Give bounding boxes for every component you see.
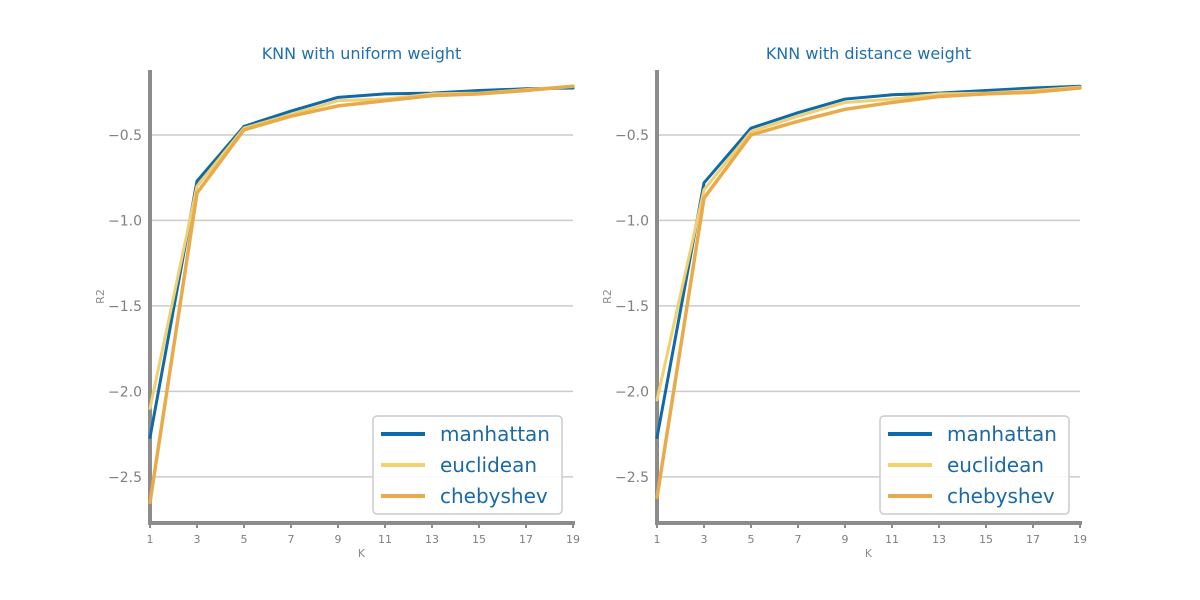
y-axis-label: R2 [601, 289, 614, 304]
x-tick-label: 17 [1026, 533, 1040, 546]
x-tick-label: 3 [194, 533, 201, 546]
x-tick-label: 5 [748, 533, 755, 546]
chart-title: KNN with distance weight [766, 44, 971, 63]
x-tick-label: 17 [519, 533, 533, 546]
legend: manhattan euclidean chebyshev [372, 415, 563, 515]
x-tick-label: 13 [425, 533, 439, 546]
y-tick-label: −2.0 [615, 384, 649, 400]
x-tick-label: 5 [241, 533, 248, 546]
x-tick-label: 7 [288, 533, 295, 546]
x-tick-label: 11 [378, 533, 392, 546]
x-tick-label: 1 [654, 533, 661, 546]
x-tick-label: 3 [701, 533, 708, 546]
chart-title: KNN with uniform weight [262, 44, 462, 63]
series-line-chebyshev [148, 84, 575, 505]
series-line-chebyshev [655, 86, 1082, 500]
y-tick-label: −2.0 [108, 384, 142, 400]
legend-label-chebyshev: chebyshev [440, 484, 548, 508]
y-tick-label: −1.0 [615, 213, 649, 229]
y-axis-label: R2 [94, 289, 107, 304]
chart-uniform-weight: −2.5−2.0−1.5−1.0−0.51 3 5 7 9 11 13 15 17 19KR2KN… [94, 44, 580, 560]
y-tick-label: −1.5 [108, 299, 142, 315]
legend: manhattan euclidean chebyshev [879, 415, 1070, 515]
x-tick-label: 7 [795, 533, 802, 546]
y-tick-label: −0.5 [108, 128, 142, 144]
legend-box [372, 415, 563, 515]
y-tick-label: −2.5 [108, 470, 142, 486]
x-tick-label: 19 [1073, 533, 1087, 546]
legend-label-chebyshev: chebyshev [947, 484, 1055, 508]
y-tick-label: −0.5 [615, 128, 649, 144]
x-tick-label: 15 [472, 533, 486, 546]
series-line-manhattan [655, 84, 1082, 440]
y-tick-label: −2.5 [615, 470, 649, 486]
x-tick-label: 19 [566, 533, 580, 546]
x-tick-label: 15 [979, 533, 993, 546]
x-tick-label: 9 [335, 533, 342, 546]
legend-label-manhattan: manhattan [440, 422, 550, 446]
x-tick-label: 13 [932, 533, 946, 546]
legend-box [879, 415, 1070, 515]
x-axis-label: K [865, 547, 873, 560]
legend-label-euclidean: euclidean [947, 453, 1044, 477]
x-tick-label: 9 [842, 533, 849, 546]
series-line-euclidean [655, 85, 1082, 402]
y-tick-label: −1.5 [615, 299, 649, 315]
x-tick-label: 1 [147, 533, 154, 546]
y-tick-label: −1.0 [108, 213, 142, 229]
chart-distance-weight: −2.5−2.0−1.5−1.0−0.51 3 5 7 9 11 13 15 17 19KR2KN… [601, 44, 1087, 560]
series-line-manhattan [148, 86, 575, 440]
x-axis-label: K [358, 547, 366, 560]
x-tick-label: 11 [885, 533, 899, 546]
legend-label-euclidean: euclidean [440, 453, 537, 477]
legend-label-manhattan: manhattan [947, 422, 1057, 446]
